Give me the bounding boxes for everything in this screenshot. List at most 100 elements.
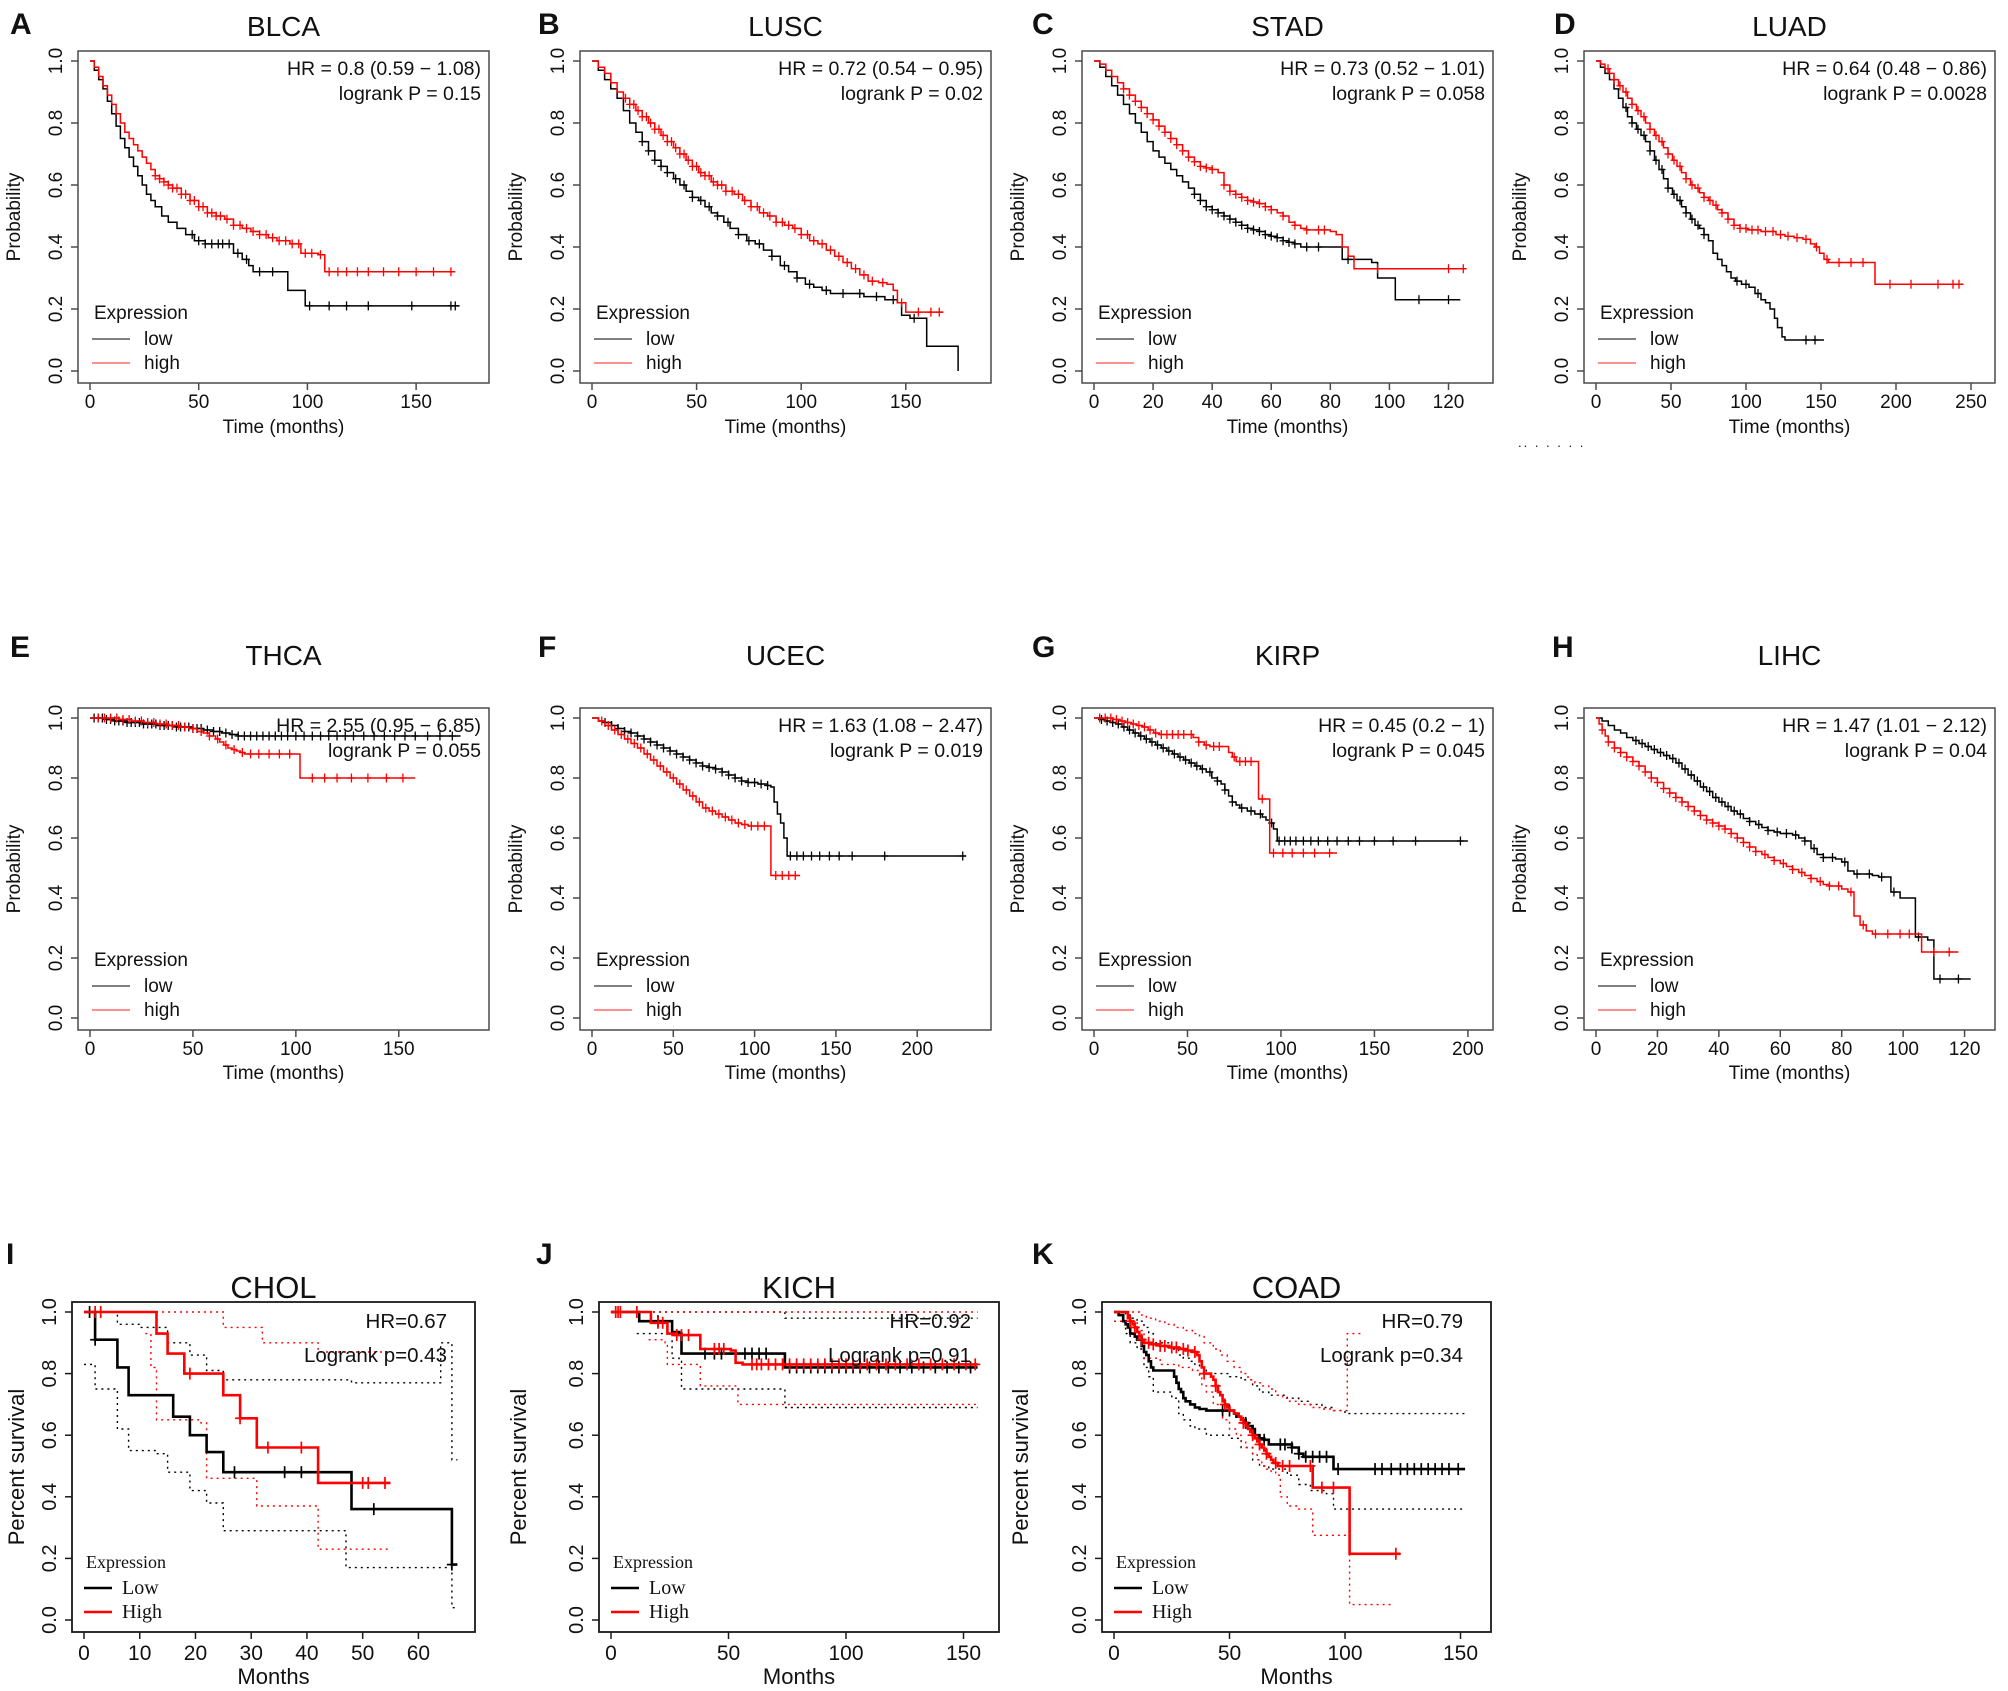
y-tick-label: 0.0 [1552,358,1573,384]
x-tick-label: 10 [128,1642,151,1665]
panel-letter-K: K [1032,1238,1054,1271]
x-tick-label: 0 [1591,1039,1602,1060]
legend-label-high: high [1650,1000,1686,1021]
panel-E-THCA: E THCA 0.0 0.2 0.4 0.6 0.8 1.0 0 50 100 150 Time (mo… [0,545,502,1090]
x-tick-label: 30 [240,1642,263,1665]
y-tick-label: 1.0 [46,48,67,74]
legend-label-high: high [144,353,180,374]
plot-box [579,50,992,384]
y-tick-label: 0.2 [1552,296,1573,322]
curve-low-ci-lower [84,1363,458,1609]
x-tick-label: 0 [1108,1642,1120,1665]
logrank-annotation: logrank P = 0.02 [841,83,983,105]
legend-label-high: high [1650,353,1686,374]
x-axis-title: Time (months) [223,417,345,438]
x-tick-label: 0 [1089,1039,1100,1060]
panel-H-LIHC: H LIHC 0.0 0.2 0.4 0.6 0.8 1.0 0 20 40 60 80 100 120 Ti… [1506,545,2008,1090]
y-tick-label: 1.0 [1050,48,1071,74]
x-tick-label: 50 [1218,1642,1241,1665]
panel-J-KICH: J KICH 0.0 0.2 0.4 0.6 0.8 1.0 0 50 100 150 Months Pe… [502,1232,1004,1691]
y-tick-label: 0.4 [1552,884,1573,911]
x-tick-label: 0 [85,1039,96,1060]
x-axis-title: Time (months) [1227,417,1349,438]
x-axis-title: Time (months) [1227,1063,1349,1084]
plot-box [598,1301,1000,1633]
panel-letter-G: G [1032,631,1055,664]
y-axis-title: Percent survival [506,1389,531,1546]
y-tick-label: 0.0 [548,358,569,384]
curve-low [1596,60,1824,341]
panel-title-LIHC: LIHC [1758,640,1822,671]
x-axis-title: Months [763,1664,835,1689]
x-tick-label: 50 [1177,1039,1198,1060]
y-tick-label: 0.6 [548,825,569,851]
y-tick-label: 0.2 [39,1544,61,1572]
x-tick-label: 50 [182,1039,203,1060]
logrank-annotation: logrank P = 0.055 [328,740,481,762]
x-tick-label: 100 [1887,1039,1919,1060]
x-tick-label: 40 [295,1642,318,1665]
y-tick-label: 0.2 [566,1544,588,1572]
panel-title-KIRP: KIRP [1255,640,1320,671]
x-tick-label: 50 [351,1642,374,1665]
y-tick-label: 0.2 [1069,1544,1091,1572]
y-tick-label: 0.6 [548,172,569,198]
y-tick-label: 0.0 [548,1005,569,1031]
hr-annotation: HR=0.67 [366,1310,447,1333]
legend-label-high: high [144,1000,180,1021]
panel-C-STAD: C STAD 0.0 0.2 0.4 0.6 0.8 1.0 0 20 40 60 80 100 120 Ti… [1004,0,1506,465]
y-tick-label: 0.6 [1069,1421,1091,1449]
y-axis-title: Probability [506,172,527,261]
y-tick-label: 1.0 [566,1298,588,1326]
y-tick-label: 0.8 [39,1360,61,1388]
y-tick-label: 0.4 [46,884,67,911]
y-tick-label: 0.6 [46,172,67,198]
plot-box [71,1301,476,1633]
x-tick-label: 250 [1955,392,1987,413]
y-tick-label: 0.4 [1552,233,1573,260]
x-tick-label: 0 [587,1039,598,1060]
legend-title: Expression [1116,1552,1196,1572]
x-axis-title: Months [237,1664,309,1689]
x-tick-label: 20 [184,1642,207,1665]
legend-title: Expression [596,950,690,971]
curve-low [1114,1310,1466,1471]
y-tick-label: 0.2 [1552,945,1573,971]
panel-letter-F: F [538,631,556,664]
legend-label-high: High [1152,1601,1192,1623]
panel-title-THCA: THCA [245,640,322,671]
y-axis-title: Probability [1510,172,1531,261]
curve-high [592,717,801,877]
x-tick-label: 100 [280,1039,312,1060]
y-axis-title: Probability [506,824,527,913]
legend-label-low: low [646,329,675,350]
x-tick-label: 20 [1143,392,1164,413]
legend-label-low: low [646,976,675,997]
y-tick-label: 1.0 [1552,705,1573,731]
plot-box [1583,50,1996,384]
x-tick-label: 100 [1265,1039,1297,1060]
x-tick-label: 100 [1327,1642,1362,1665]
curve-low-ci-upper [84,1311,458,1461]
x-tick-label: 150 [820,1039,852,1060]
y-tick-label: 0.6 [1050,825,1071,851]
y-tick-label: 0.0 [1069,1606,1091,1634]
km-plot-KIRP: G KIRP 0.0 0.2 0.4 0.6 0.8 1.0 0 50 100 150 200 Time … [1008,631,1494,1084]
y-tick-label: 1.0 [548,48,569,74]
y-tick-label: 0.4 [39,1483,61,1511]
x-tick-label: 100 [1730,392,1762,413]
km-plot-CHOL: I CHOL 0.0 0.2 0.4 0.6 0.8 1.0 0 10 20 30 40 50 60 Mont… [4,1238,476,1689]
y-tick-label: 0.0 [39,1606,61,1634]
y-tick-label: 1.0 [46,705,67,731]
y-tick-label: 1.0 [548,705,569,731]
panel-D-LUAD: D LUAD 0.0 0.2 0.4 0.6 0.8 1.0 0 50 100 150 200 250 Ti… [1506,0,2008,465]
panel-B-LUSC: B LUSC 0.0 0.2 0.4 0.6 0.8 1.0 0 50 100 150 Time (mo… [502,0,1004,465]
km-plot-KICH: J KICH 0.0 0.2 0.4 0.6 0.8 1.0 0 50 100 150 Months Pe… [506,1238,1000,1689]
legend-title: Expression [94,950,188,971]
legend-label-high: high [1148,1000,1184,1021]
curve-high-ci-lower [145,1332,391,1550]
y-tick-label: 0.4 [1069,1483,1091,1511]
y-axis-title: Probability [1510,824,1531,913]
km-plot-LUAD: D LUAD 0.0 0.2 0.4 0.6 0.8 1.0 0 50 100 150 200 250 Ti… [1510,8,1996,450]
